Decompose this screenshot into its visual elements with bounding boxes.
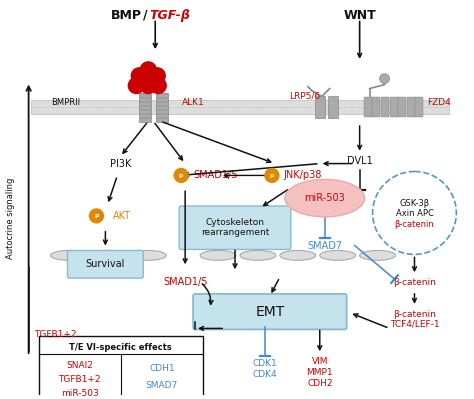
Text: VIM: VIM [311, 358, 328, 367]
Text: CDK4: CDK4 [253, 370, 277, 379]
Text: Autocrine signaling: Autocrine signaling [6, 177, 15, 259]
Ellipse shape [51, 251, 86, 260]
Text: Survival: Survival [86, 259, 125, 269]
Text: BMP: BMP [111, 9, 142, 22]
Text: miR-503: miR-503 [304, 193, 345, 203]
Text: CDH2: CDH2 [307, 379, 332, 388]
Circle shape [90, 209, 103, 223]
Circle shape [140, 62, 156, 78]
Text: TGFB1+2: TGFB1+2 [58, 375, 101, 384]
Bar [31, 101, 449, 114]
Text: ALK1: ALK1 [182, 98, 204, 107]
Text: TGF-β: TGF-β [150, 9, 191, 22]
Ellipse shape [91, 251, 127, 260]
Bar [364, 97, 372, 117]
Text: BMPRII: BMPRII [51, 98, 80, 107]
Text: p: p [94, 213, 99, 218]
Text: LRP5/6: LRP5/6 [289, 92, 320, 101]
Bar [372, 97, 380, 117]
Text: TCF4/LEF-1: TCF4/LEF-1 [390, 320, 439, 329]
Text: miR-503: miR-503 [61, 389, 99, 398]
Text: p: p [270, 173, 274, 178]
Ellipse shape [200, 251, 236, 260]
Text: JNK/p38: JNK/p38 [284, 170, 322, 180]
Ellipse shape [130, 251, 166, 260]
Bar [398, 97, 406, 117]
Ellipse shape [360, 251, 395, 260]
Circle shape [149, 68, 165, 84]
Circle shape [131, 68, 147, 84]
Bar [328, 97, 337, 118]
Circle shape [174, 168, 188, 182]
Text: SMAD7: SMAD7 [307, 241, 342, 251]
Text: AKT: AKT [113, 211, 131, 221]
Ellipse shape [280, 251, 316, 260]
Bar [407, 97, 415, 117]
Ellipse shape [285, 180, 365, 217]
Bar [381, 97, 389, 117]
Text: SMAD1/5: SMAD1/5 [163, 277, 208, 287]
Bar [315, 97, 325, 118]
FancyBboxPatch shape [193, 294, 346, 330]
Text: p: p [179, 173, 183, 178]
Bar [156, 93, 168, 122]
Text: WNT: WNT [343, 9, 376, 22]
Bar [139, 93, 151, 122]
Text: GSK-3β: GSK-3β [400, 199, 429, 207]
Text: EMT: EMT [255, 305, 284, 319]
Text: Axin APC: Axin APC [395, 209, 433, 218]
Text: TGFB1+2: TGFB1+2 [34, 330, 77, 339]
Text: PI3K: PI3K [109, 158, 131, 169]
Text: SMAD1/5: SMAD1/5 [193, 170, 237, 180]
Bar [38, 336, 203, 399]
Circle shape [380, 74, 390, 84]
Ellipse shape [320, 251, 356, 260]
Text: β-catenin: β-catenin [393, 310, 436, 319]
Text: Cytoskeleton
rearrangement: Cytoskeleton rearrangement [201, 218, 269, 237]
Text: SMAD7: SMAD7 [146, 381, 178, 390]
Text: β-catenin: β-catenin [394, 220, 434, 229]
Text: β-catenin: β-catenin [393, 278, 436, 286]
FancyBboxPatch shape [67, 251, 143, 278]
Text: /: / [143, 9, 148, 22]
Text: CDH1: CDH1 [149, 364, 175, 373]
Circle shape [150, 78, 166, 93]
Text: MMP1: MMP1 [307, 368, 333, 377]
Text: FZD4: FZD4 [428, 98, 451, 107]
Circle shape [128, 78, 144, 93]
Ellipse shape [240, 251, 276, 260]
Circle shape [140, 78, 156, 93]
Text: CDK1: CDK1 [253, 359, 277, 368]
FancyBboxPatch shape [179, 206, 291, 249]
Text: T/E VI-specific effects: T/E VI-specific effects [70, 343, 172, 352]
Text: DVL1: DVL1 [347, 156, 373, 166]
Circle shape [265, 168, 279, 182]
Bar [416, 97, 423, 117]
Text: SNAI2: SNAI2 [66, 361, 93, 370]
Bar [390, 97, 398, 117]
